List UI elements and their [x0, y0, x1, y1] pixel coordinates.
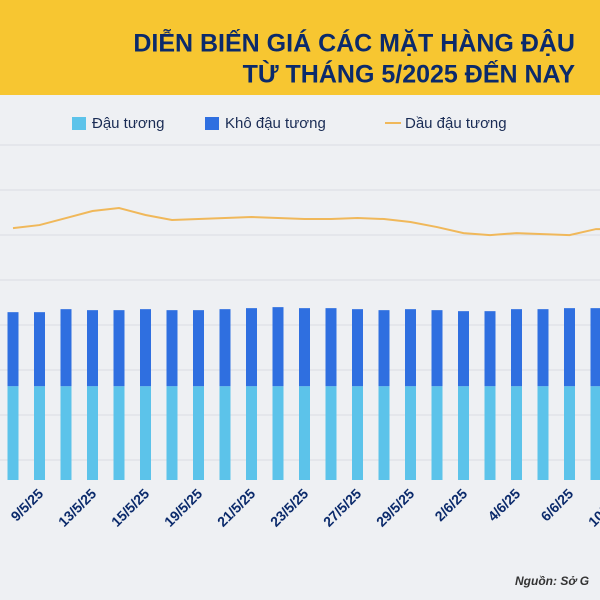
bar — [352, 309, 363, 387]
bar — [431, 386, 443, 480]
bar — [564, 386, 575, 480]
bar — [219, 309, 231, 387]
x-tick-label: 23/5/25 — [267, 485, 311, 529]
bar — [272, 386, 284, 480]
bar — [193, 310, 204, 387]
x-tick-label: 10/6/25 — [585, 485, 600, 529]
bar — [378, 386, 390, 480]
legend-label: Khô đậu tương — [225, 115, 326, 132]
bar — [140, 309, 151, 387]
bar — [325, 308, 337, 387]
bar — [87, 310, 98, 387]
legend-label: Đậu tương — [92, 115, 164, 132]
bar — [113, 310, 125, 387]
bar — [87, 386, 98, 480]
bar — [590, 308, 600, 387]
x-tick-label: 9/5/25 — [7, 485, 46, 524]
chart-title: TỪ THÁNG 5/2025 ĐẾN NAY — [243, 59, 576, 89]
chart-title: DIỄN BIẾN GIÁ CÁC MẶT HÀNG ĐẬU — [133, 28, 575, 58]
bar — [7, 312, 19, 387]
bar — [458, 311, 469, 387]
legend-label: Dầu đậu tương — [405, 115, 507, 132]
bar — [352, 386, 363, 480]
x-tick-label: 21/5/25 — [214, 485, 258, 529]
x-tick-label: 27/5/25 — [320, 485, 364, 529]
bar — [431, 310, 443, 387]
x-tick-label: 15/5/25 — [108, 485, 152, 529]
legend-swatch — [205, 117, 219, 130]
bar — [60, 309, 72, 387]
bar — [405, 386, 416, 480]
bar — [405, 309, 416, 387]
bar — [272, 307, 284, 387]
bar — [246, 386, 257, 480]
line — [12, 206, 600, 237]
x-tick-label: 19/5/25 — [161, 485, 205, 529]
x-tick-label: 29/5/25 — [373, 485, 417, 529]
source: Nguồn: Sở G — [515, 574, 589, 588]
x-tick-label: 13/5/25 — [55, 485, 99, 529]
bar — [564, 308, 575, 387]
bar — [325, 386, 337, 480]
bar — [166, 310, 178, 387]
bar — [60, 386, 72, 480]
bar — [537, 386, 549, 480]
bar — [511, 386, 522, 480]
bar — [113, 386, 125, 480]
x-tick-label: 2/6/25 — [431, 485, 470, 524]
legend-swatch — [72, 117, 86, 130]
bar — [299, 308, 310, 387]
bar — [458, 386, 469, 480]
bar — [511, 309, 522, 387]
bar — [7, 386, 19, 480]
bar — [484, 311, 496, 387]
x-tick-label: 4/6/25 — [484, 485, 523, 524]
title-banner — [0, 0, 600, 95]
bar — [299, 386, 310, 480]
bar — [246, 308, 257, 387]
bar — [34, 386, 45, 480]
bar — [140, 386, 151, 480]
x-tick-label: 6/6/25 — [537, 485, 576, 524]
bar — [193, 386, 204, 480]
bar — [219, 386, 231, 480]
bar — [537, 309, 549, 387]
bar — [166, 386, 178, 480]
bar — [590, 386, 600, 480]
bar — [378, 310, 390, 387]
bar — [484, 386, 496, 480]
bar — [34, 312, 45, 387]
